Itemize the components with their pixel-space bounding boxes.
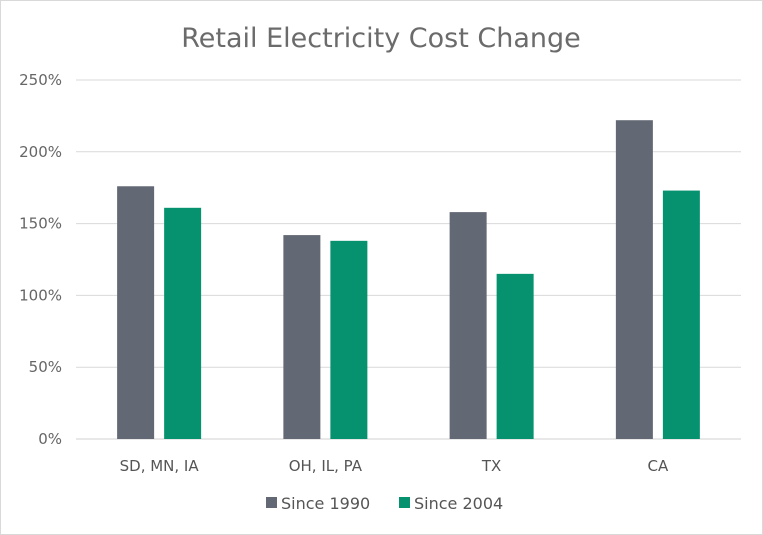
x-category-label: SD, MN, IA (120, 457, 200, 475)
legend-swatch (399, 497, 410, 508)
bar (496, 273, 534, 439)
legend-swatch (266, 497, 277, 508)
y-tick-label: 150% (19, 215, 62, 233)
bar (615, 120, 653, 439)
x-category-label: CA (648, 457, 669, 475)
x-category-label: TX (481, 457, 501, 475)
y-tick-label: 50% (29, 358, 62, 376)
y-tick-label: 250% (19, 71, 62, 89)
x-axis-categories: SD, MN, IA OH, IL, PA TX CA (120, 457, 669, 475)
legend-label: Since 2004 (414, 494, 503, 513)
x-category-label: OH, IL, PA (289, 457, 363, 475)
bar (164, 207, 202, 439)
bar (449, 212, 487, 439)
bar (117, 186, 155, 439)
y-tick-label: 200% (19, 143, 62, 161)
legend: Since 1990 Since 2004 (266, 494, 503, 513)
y-tick-label: 0% (38, 430, 62, 448)
chart-title: Retail Electricity Cost Change (181, 23, 581, 54)
bar (662, 190, 700, 439)
bars (117, 120, 700, 439)
legend-label: Since 1990 (281, 494, 370, 513)
bar (283, 235, 321, 439)
y-axis-ticks: 0% 50% 100% 150% 200% 250% (19, 71, 62, 448)
y-tick-label: 100% (19, 286, 62, 304)
bar (330, 240, 368, 439)
